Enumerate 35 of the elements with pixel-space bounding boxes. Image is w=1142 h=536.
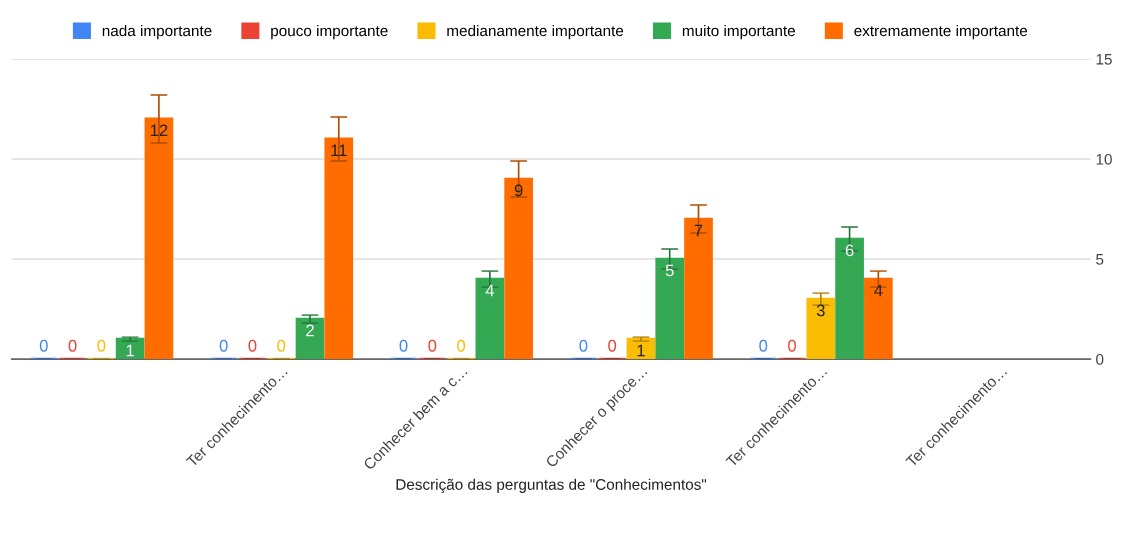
data-label: 0: [248, 339, 257, 352]
legend-label: pouco importante: [271, 24, 388, 40]
data-label: 7: [694, 224, 703, 237]
data-label: 11: [331, 144, 347, 157]
data-label: 0: [608, 339, 617, 352]
y-tick-label: 0: [1096, 353, 1104, 365]
data-label: 4: [485, 284, 495, 297]
data-label: 4: [874, 284, 883, 297]
data-label: 0: [759, 339, 768, 352]
data-label: 1: [126, 344, 134, 357]
data-label: 5: [665, 264, 674, 277]
data-label: 6: [845, 244, 854, 257]
data-label: 0: [39, 339, 48, 352]
x-axis-title: Descrição das perguntas de "Conhecimentos": [396, 478, 707, 493]
data-label: 9: [514, 184, 523, 197]
data-label: 0: [68, 339, 77, 352]
data-label: 0: [399, 339, 408, 352]
legend-label: extremamente importante: [854, 24, 1028, 40]
legend-label: nada importante: [102, 24, 212, 40]
data-label: 0: [97, 339, 106, 352]
data-label: 0: [788, 339, 797, 352]
data-label: 12: [150, 124, 168, 137]
data-label: 2: [306, 324, 314, 337]
data-label: 1: [637, 344, 645, 357]
y-tick-label: 10: [1096, 153, 1112, 165]
legend-label: medianamente importante: [447, 24, 624, 40]
data-label: 0: [457, 339, 466, 352]
data-label: 0: [428, 339, 437, 352]
data-label: 0: [579, 339, 588, 352]
legend-label: muito importante: [682, 24, 795, 40]
y-tick-label: 5: [1096, 254, 1104, 265]
data-label: 0: [219, 339, 228, 352]
data-label: 0: [277, 339, 286, 352]
y-tick-label: 15: [1096, 53, 1112, 65]
data-label: 3: [816, 304, 825, 317]
